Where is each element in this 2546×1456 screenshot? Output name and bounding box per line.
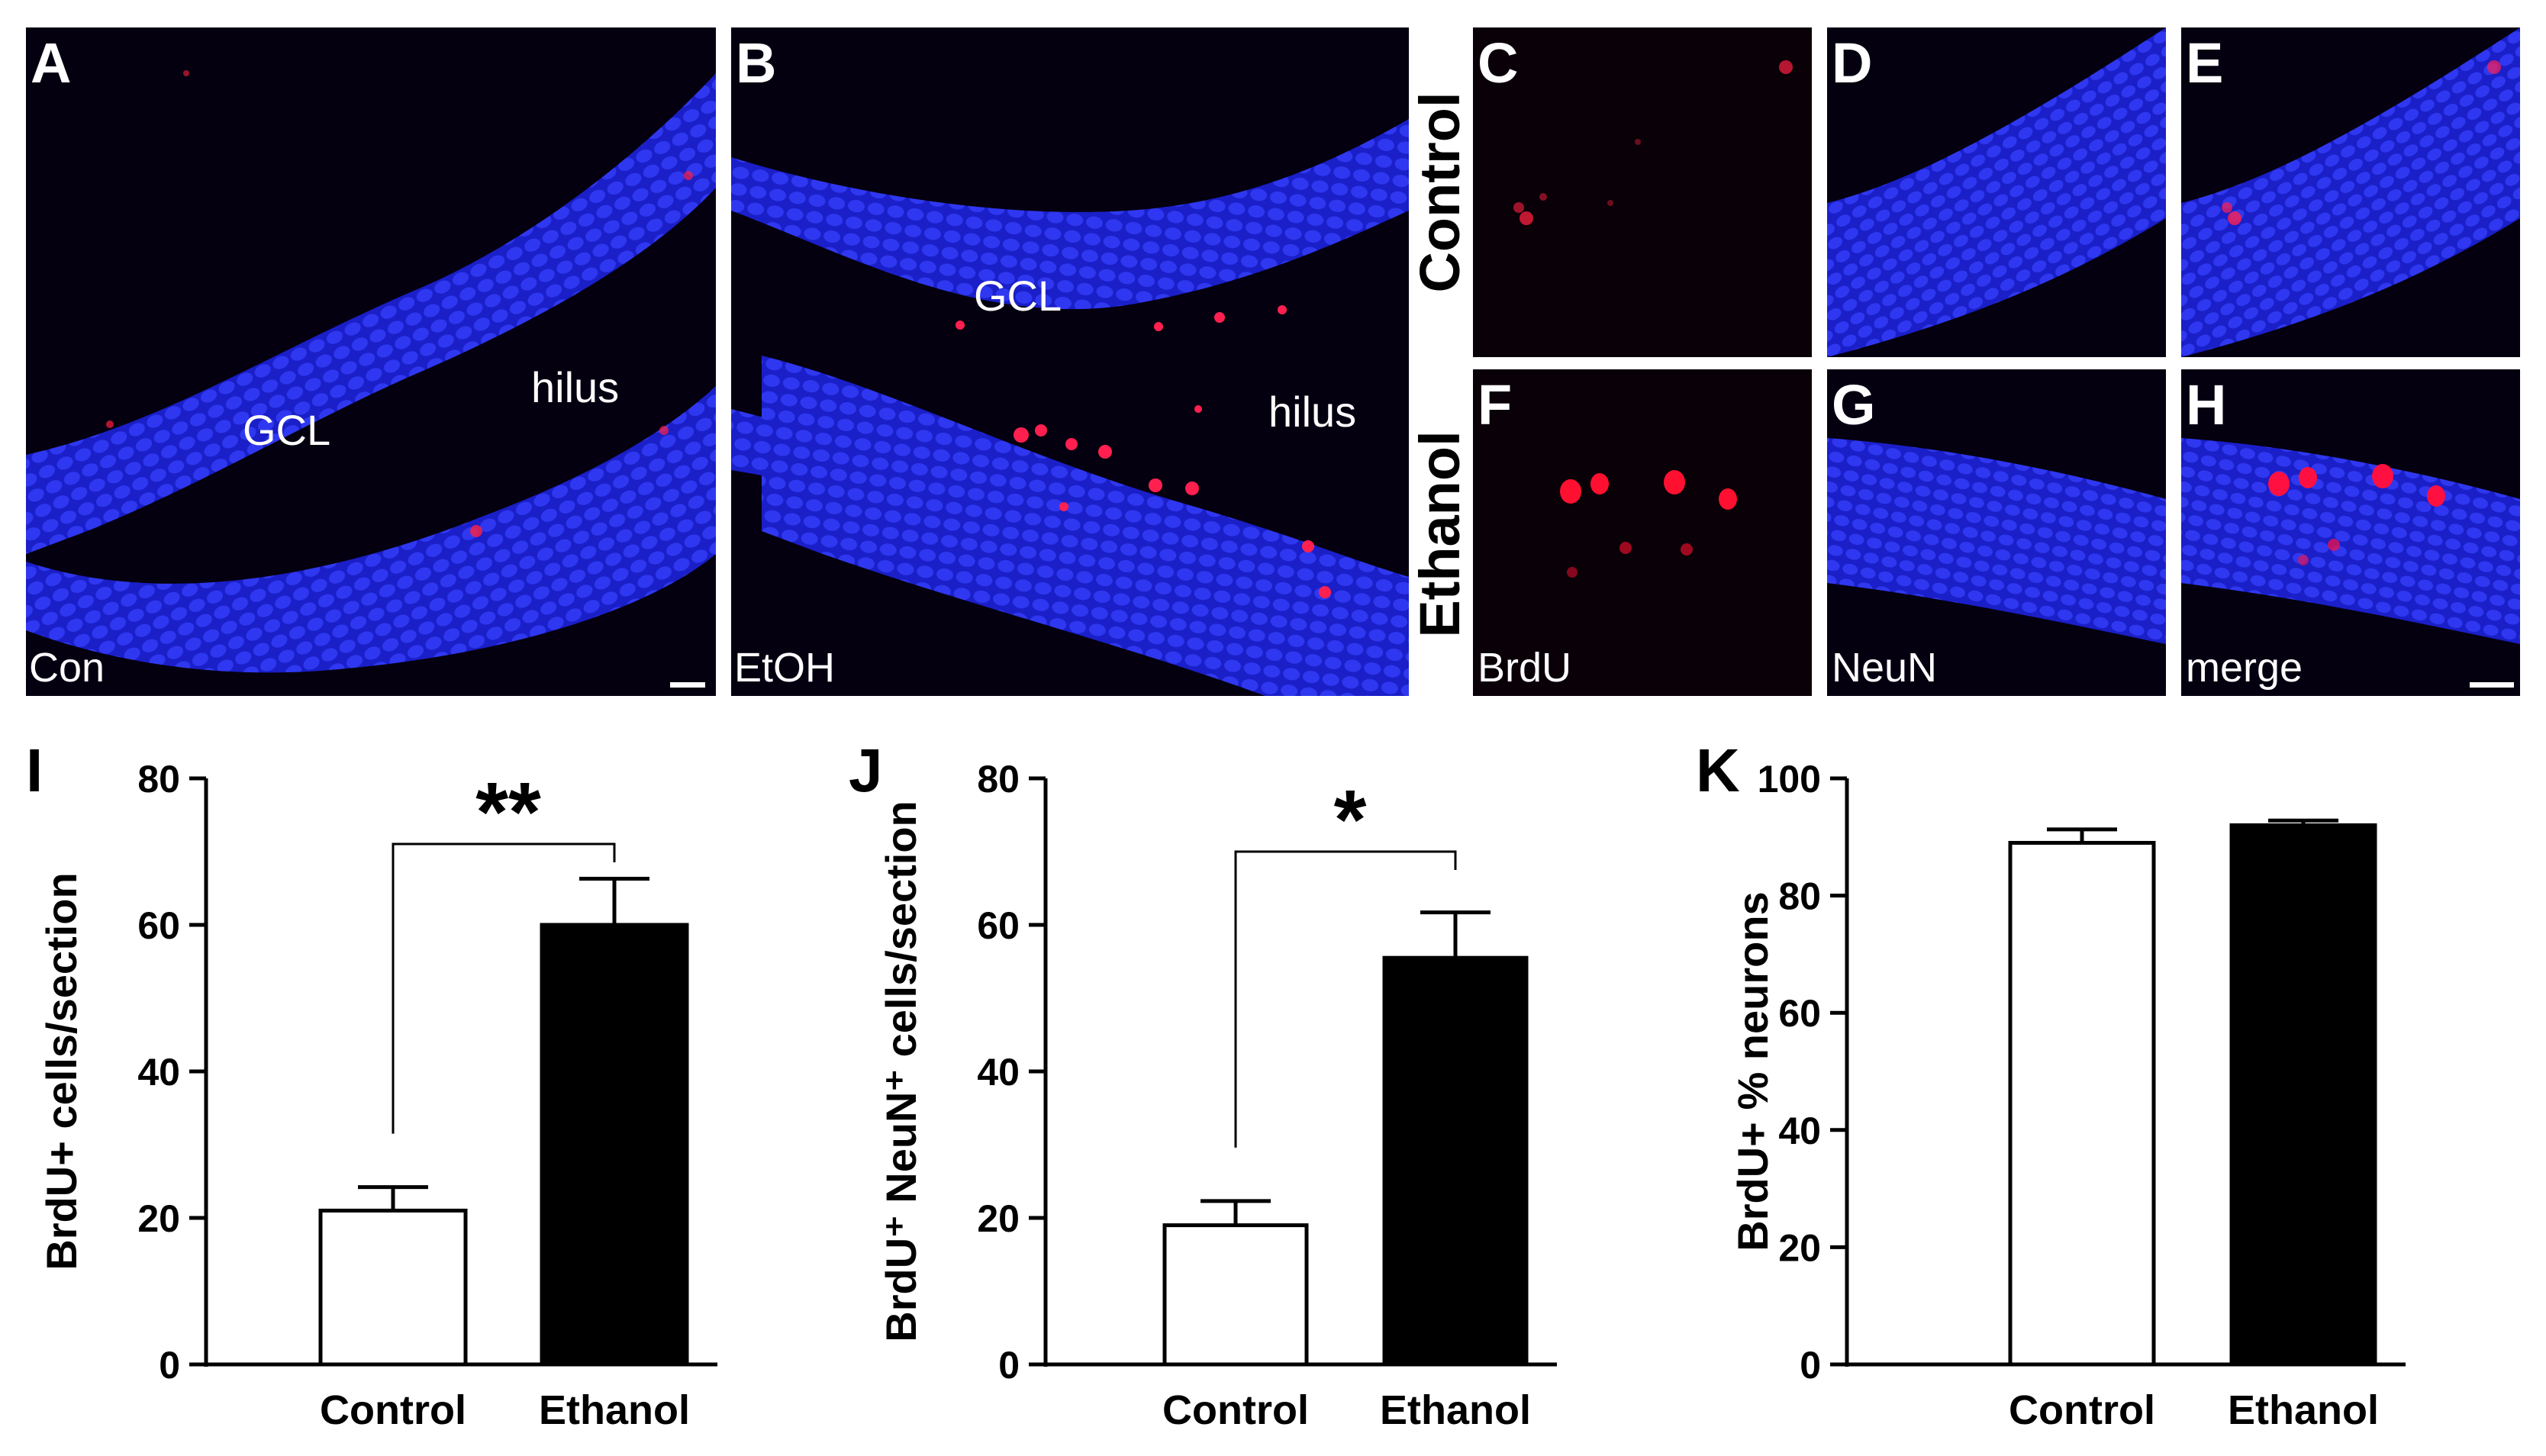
y-tick-label: 0 [1800, 1344, 1821, 1387]
micrograph-d: D [1827, 27, 2166, 357]
micrograph-b-image [731, 27, 1409, 696]
y-axis-label: BrdU⁺ NeuN⁺ cells/section [877, 800, 925, 1342]
micrograph-e: E [2181, 27, 2520, 357]
y-tick-label: 0 [159, 1344, 180, 1387]
x-tick-label: Control [1162, 1387, 1309, 1433]
corner-label-brdu: BrdU [1478, 645, 1572, 691]
bar-ethanol [2229, 823, 2377, 1367]
micrograph-g: G NeuN [1827, 369, 2166, 696]
y-tick-label: 80 [977, 758, 1020, 800]
bar-ethanol [1382, 955, 1529, 1367]
y-tick-label: 20 [1778, 1226, 1821, 1269]
y-tick-label: 80 [1778, 875, 1821, 918]
micrograph-d-image [1827, 27, 2166, 357]
significance-bracket [392, 842, 616, 1134]
corner-label-neun: NeuN [1832, 645, 1938, 691]
corner-label-merge: merge [2186, 645, 2303, 691]
panel-label-d: D [1832, 31, 1873, 95]
x-tick-label: Ethanol [2228, 1387, 2379, 1433]
bar-control [1162, 1223, 1309, 1367]
micrograph-c-image [1473, 27, 1812, 357]
annotation-gcl: GCL [243, 406, 331, 454]
y-axis-label: BrdU+ cells/section [37, 872, 85, 1270]
y-tick-label: 20 [137, 1197, 180, 1240]
significance-marker: * [1334, 773, 1367, 867]
panel-label-j: J [849, 736, 883, 804]
y-tick-label: 100 [1758, 758, 1821, 800]
micrograph-b: B GCL hilus EtOH [731, 27, 1409, 696]
y-tick-label: 80 [137, 758, 180, 800]
micrograph-f-image [1473, 369, 1812, 696]
micrograph-e-image [2181, 27, 2520, 357]
x-tick-label: Control [2009, 1387, 2155, 1433]
micrograph-h-image [2181, 369, 2520, 696]
micrograph-a-image [26, 27, 716, 696]
annotation-hilus: hilus [531, 363, 620, 411]
bar-ethanol [540, 923, 689, 1367]
y-tick-label: 60 [137, 904, 180, 947]
x-tick-label: Ethanol [1380, 1387, 1531, 1433]
panel-label-g: G [1832, 373, 1876, 436]
scale-bar [670, 682, 705, 688]
panel-label-e: E [2186, 31, 2224, 95]
panel-label-b: B [736, 31, 777, 95]
bar-control [318, 1208, 468, 1367]
y-tick-label: 0 [998, 1344, 1020, 1387]
panel-label-k: K [1696, 736, 1740, 804]
significance-marker: ** [475, 765, 541, 859]
y-tick-label: 60 [1778, 992, 1821, 1035]
x-tick-label: Ethanol [539, 1387, 690, 1433]
y-tick-label: 40 [977, 1051, 1020, 1094]
y-tick-label: 40 [1778, 1110, 1821, 1152]
annotation-hilus: hilus [1268, 388, 1357, 436]
panel-label-c: C [1478, 31, 1519, 95]
y-tick-label: 20 [977, 1197, 1020, 1240]
scale-bar [2470, 682, 2514, 688]
micrograph-g-image [1827, 369, 2166, 696]
y-axis-label: BrdU+ % neurons [1729, 891, 1777, 1251]
micrograph-a: A GCL hilus Con [26, 27, 716, 696]
x-tick-label: Control [320, 1387, 466, 1433]
micrograph-h: H merge [2181, 369, 2520, 696]
bar-control [2008, 840, 2156, 1367]
corner-label-etoh: EtOH [734, 645, 836, 691]
panel-label-a: A [31, 31, 72, 95]
annotation-gcl: GCL [974, 272, 1062, 320]
micrograph-c: C [1473, 27, 1812, 357]
corner-label-con: Con [29, 645, 105, 691]
panel-label-h: H [2186, 373, 2227, 436]
micrograph-f: F BrdU [1473, 369, 1812, 696]
panel-label-f: F [1478, 373, 1513, 436]
significance-bracket [1234, 850, 1457, 1148]
panel-label-i: I [26, 736, 44, 804]
y-tick-label: 60 [977, 904, 1020, 947]
y-tick-label: 40 [137, 1051, 180, 1094]
